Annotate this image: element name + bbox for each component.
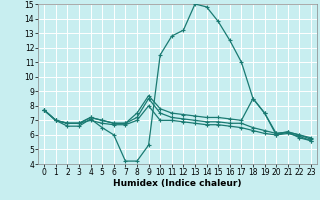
X-axis label: Humidex (Indice chaleur): Humidex (Indice chaleur) bbox=[113, 179, 242, 188]
